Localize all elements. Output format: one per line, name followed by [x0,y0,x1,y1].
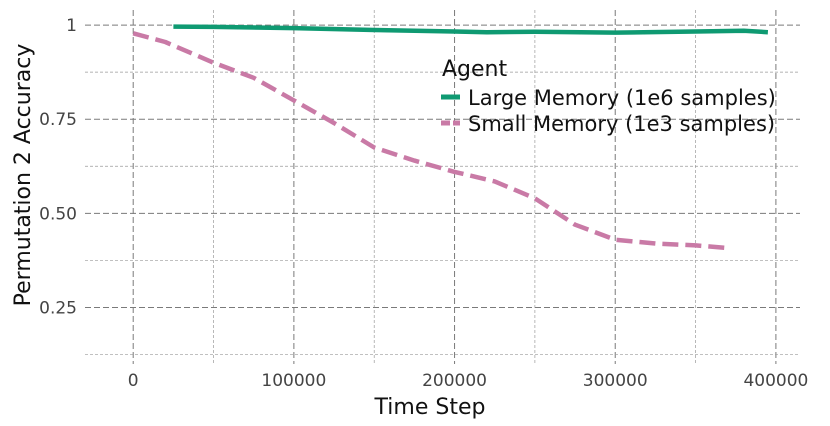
series-line-large-memory [173,24,769,35]
y-tick-label: 1 [66,16,77,36]
grid [85,10,800,364]
legend-label-small-memory: Small Memory (1e3 samples) [468,112,775,136]
legend-title: Agent [442,57,507,82]
x-tick-label: 100000 [261,371,326,391]
y-axis-title: Permutation 2 Accuracy [11,44,36,307]
x-tick-label: 400000 [743,371,808,391]
series-group [132,24,769,251]
legend: Agent Large Memory (1e6 samples) Small M… [441,57,776,136]
x-tick-label: 300000 [583,371,648,391]
y-tick-label: 0.25 [39,299,77,319]
x-tick-label: 200000 [422,371,487,391]
x-axis-title: Time Step [374,395,486,420]
x-tick-label: 0 [128,371,139,391]
tick-labels: 0 100000 200000 300000 400000 0.25 0.50 0.75 1 [39,16,808,391]
y-tick-label: 0.75 [39,110,77,130]
legend-label-large-memory: Large Memory (1e6 samples) [468,86,776,110]
y-tick-label: 0.50 [39,204,77,224]
series-line-small-memory [132,31,728,251]
